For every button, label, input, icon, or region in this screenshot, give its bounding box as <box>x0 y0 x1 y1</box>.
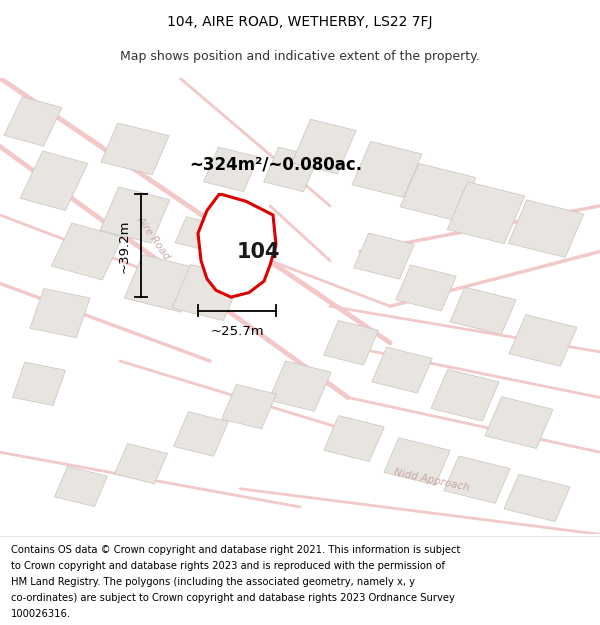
Polygon shape <box>198 194 276 297</box>
Text: ~39.2m: ~39.2m <box>117 219 130 272</box>
Text: to Crown copyright and database rights 2023 and is reproduced with the permissio: to Crown copyright and database rights 2… <box>11 561 445 571</box>
Bar <box>203 147 259 192</box>
Bar <box>447 182 525 244</box>
Bar <box>508 200 584 258</box>
Text: 104: 104 <box>236 241 280 261</box>
Bar <box>354 233 414 279</box>
Bar <box>100 187 170 243</box>
Text: 104, AIRE ROAD, WETHERBY, LS22 7FJ: 104, AIRE ROAD, WETHERBY, LS22 7FJ <box>167 15 433 29</box>
Bar <box>324 416 384 461</box>
Bar <box>115 444 167 484</box>
Bar <box>384 438 450 485</box>
Text: HM Land Registry. The polygons (including the associated geometry, namely x, y: HM Land Registry. The polygons (includin… <box>11 577 415 587</box>
Bar <box>509 314 577 366</box>
Bar <box>372 347 432 393</box>
Bar <box>124 255 200 312</box>
Text: 100026316.: 100026316. <box>11 609 71 619</box>
Bar <box>172 264 242 321</box>
Bar <box>263 147 319 192</box>
Bar <box>55 466 107 507</box>
Bar <box>292 119 356 174</box>
Bar <box>269 361 331 411</box>
Bar <box>101 123 169 175</box>
Bar <box>450 287 516 334</box>
Bar <box>175 217 215 250</box>
Bar <box>485 397 553 449</box>
Text: Nidd Approach: Nidd Approach <box>394 467 470 492</box>
Bar <box>352 141 422 198</box>
Text: ~25.7m: ~25.7m <box>210 326 264 338</box>
Bar <box>30 289 90 338</box>
Text: Map shows position and indicative extent of the property.: Map shows position and indicative extent… <box>120 50 480 62</box>
Bar <box>396 265 456 311</box>
Bar <box>400 164 476 221</box>
Bar <box>20 151 88 211</box>
Text: co-ordinates) are subject to Crown copyright and database rights 2023 Ordnance S: co-ordinates) are subject to Crown copyr… <box>11 593 455 603</box>
Bar <box>444 456 510 503</box>
Text: Contains OS data © Crown copyright and database right 2021. This information is : Contains OS data © Crown copyright and d… <box>11 545 460 555</box>
Text: ~324m²/~0.080ac.: ~324m²/~0.080ac. <box>189 156 362 174</box>
Bar <box>4 97 62 146</box>
Text: Aire Road: Aire Road <box>134 214 172 261</box>
Bar <box>173 412 229 456</box>
Bar <box>431 369 499 421</box>
Bar <box>52 223 122 280</box>
Bar <box>221 384 277 429</box>
Bar <box>13 362 65 406</box>
Bar <box>323 321 379 365</box>
Bar <box>504 474 570 522</box>
